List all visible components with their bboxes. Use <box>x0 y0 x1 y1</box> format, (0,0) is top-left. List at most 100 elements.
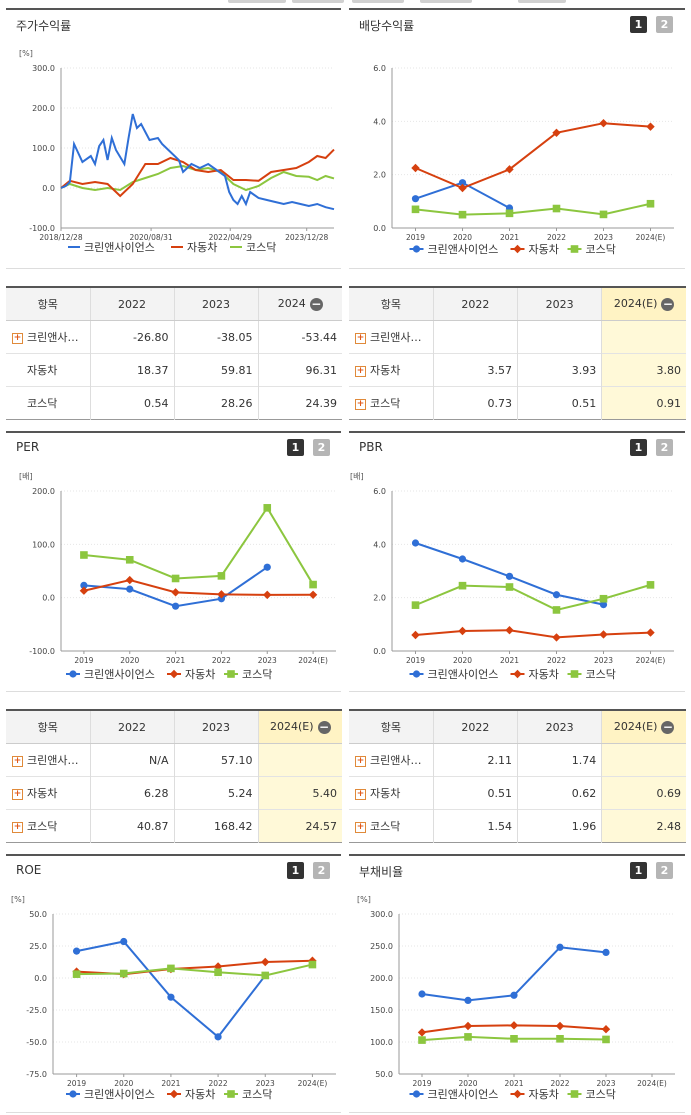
legend-item[interactable]: 코스닥 <box>230 241 276 254</box>
top-tab-5[interactable] <box>518 0 566 3</box>
expand-icon[interactable]: + <box>355 332 366 344</box>
expand-icon[interactable]: + <box>12 788 23 800</box>
legend-item[interactable]: 크린앤사이언스 <box>409 243 499 256</box>
header-label: 2023 <box>545 720 574 734</box>
data-point <box>552 204 561 213</box>
legend-item[interactable]: 크린앤사이언스 <box>66 1088 155 1101</box>
legend-item[interactable]: 코스닥 <box>567 668 616 681</box>
view-1-button[interactable]: 1 <box>287 862 304 879</box>
legend-item[interactable]: 자동차 <box>510 668 559 681</box>
table-cell: 3.80 <box>601 353 686 387</box>
expand-icon[interactable]: + <box>355 821 366 833</box>
top-tab-1[interactable] <box>228 0 286 3</box>
view-2-button[interactable]: 2 <box>656 862 673 879</box>
expand-icon[interactable]: + <box>12 821 23 833</box>
data-point <box>602 1035 610 1044</box>
table-header-row: 항목 2022 2023 2024(E) − <box>349 710 686 744</box>
row-name[interactable]: 코스닥 <box>6 386 90 420</box>
legend-item[interactable]: 코스닥 <box>567 243 616 256</box>
header-year: 2022 <box>432 710 518 744</box>
table-row: 코스닥 0.54 28.26 24.39 <box>6 386 342 420</box>
legend-item[interactable]: 자동차 <box>167 1088 215 1101</box>
row-name[interactable]: + 크린앤사… <box>6 320 90 354</box>
data-point <box>556 943 564 951</box>
legend-item[interactable]: 자동차 <box>167 668 215 681</box>
legend-item[interactable]: 크린앤사이언스 <box>409 1088 499 1101</box>
header-year: 2023 <box>173 287 258 321</box>
expand-icon[interactable]: + <box>355 788 366 800</box>
legend-item[interactable]: 크린앤사이언스 <box>68 241 155 254</box>
collapse-icon[interactable]: − <box>317 719 331 734</box>
collapse-icon[interactable]: − <box>661 719 675 734</box>
view-2-button[interactable]: 2 <box>656 16 673 33</box>
header-label: 2024 <box>277 297 306 311</box>
expand-icon[interactable]: + <box>355 755 366 767</box>
legend-item[interactable]: 크린앤사이언스 <box>409 668 499 681</box>
y-tick-label: -100.0 <box>29 224 55 233</box>
y-tick-label: 100.0 <box>32 144 55 153</box>
top-tab-4[interactable] <box>420 0 472 3</box>
table-cell: 57.10 <box>173 743 258 777</box>
expand-icon[interactable]: + <box>355 365 366 377</box>
table-cell: 0.51 <box>432 776 518 810</box>
x-tick-label: 2024(E) <box>298 656 328 665</box>
view-2-button[interactable]: 2 <box>656 439 673 456</box>
table-cell <box>432 320 518 354</box>
legend-item[interactable]: 자동차 <box>510 1088 559 1101</box>
view-1-button[interactable]: 1 <box>630 862 647 879</box>
data-point <box>263 590 272 600</box>
row-name[interactable]: + 크린앤사… <box>6 743 90 777</box>
data-point <box>309 580 317 589</box>
legend-item[interactable]: 코스닥 <box>567 1088 616 1101</box>
y-tick-label: 50.0 <box>29 910 47 919</box>
view-1-button[interactable]: 1 <box>287 439 304 456</box>
row-name[interactable]: + 자동차 <box>349 353 434 387</box>
x-tick-label: 2022 <box>212 656 231 665</box>
view-2-button[interactable]: 2 <box>313 439 330 456</box>
row-name[interactable]: + 코스닥 <box>349 386 434 420</box>
legend-item[interactable]: 코스닥 <box>224 1088 272 1101</box>
row-name[interactable]: 자동차 <box>6 353 90 387</box>
legend-item[interactable]: 코스닥 <box>224 668 272 681</box>
row-name[interactable]: + 크린앤사… <box>349 743 434 777</box>
data-point <box>171 602 180 610</box>
expand-icon[interactable]: + <box>12 755 23 767</box>
view-1-button[interactable]: 1 <box>630 16 647 33</box>
header-label: 2023 <box>545 297 574 311</box>
table-cell: N/A <box>89 743 174 777</box>
y-tick-label: -50.0 <box>26 1038 47 1047</box>
header-year: 2023 <box>516 710 602 744</box>
header-label: 항목 <box>37 298 58 311</box>
legend-item[interactable]: 크린앤사이언스 <box>66 668 155 681</box>
pbr-chart: [배] 6.0 4.0 2.0 0.0 2019 2020 2021 2022 2023 2024(… <box>350 472 674 681</box>
data-point <box>458 555 467 563</box>
legend-item[interactable]: 자동차 <box>510 243 559 256</box>
data-point <box>646 122 655 131</box>
collapse-icon[interactable]: − <box>661 296 675 311</box>
top-tab-3[interactable] <box>352 0 404 3</box>
top-tab-2[interactable] <box>292 0 344 3</box>
row-name[interactable]: + 코스닥 <box>6 809 90 843</box>
row-label: 자동차 <box>27 364 58 377</box>
legend-label: 자동차 <box>185 1088 215 1101</box>
expand-icon[interactable]: + <box>355 398 366 410</box>
table-cell: 6.28 <box>89 776 174 810</box>
view-2-button[interactable]: 2 <box>313 862 330 879</box>
header-year: 2024(E) − <box>601 287 686 321</box>
data-point <box>214 968 222 977</box>
legend-label: 크린앤사이언스 <box>84 241 155 254</box>
expand-icon[interactable]: + <box>12 332 23 344</box>
legend-label: 코스닥 <box>242 1088 272 1101</box>
row-name[interactable]: + 자동차 <box>6 776 90 810</box>
data-point <box>308 960 317 969</box>
view-1-button[interactable]: 1 <box>630 439 647 456</box>
row-name[interactable]: + 자동차 <box>349 776 434 810</box>
table-row: 자동차 18.37 59.81 96.31 <box>6 353 342 387</box>
row-name[interactable]: + 크린앤사… <box>349 320 434 354</box>
legend-item[interactable]: 자동차 <box>171 241 217 254</box>
per-table: 항목 2022 2023 2024(E) − + 크린앤사… N/A 57.10 + 자동차 6.28… <box>6 709 342 843</box>
table-cell: 28.26 <box>173 386 258 420</box>
collapse-icon[interactable]: − <box>309 296 323 311</box>
row-name[interactable]: + 코스닥 <box>349 809 434 843</box>
legend-label: 코스닥 <box>586 1088 616 1101</box>
